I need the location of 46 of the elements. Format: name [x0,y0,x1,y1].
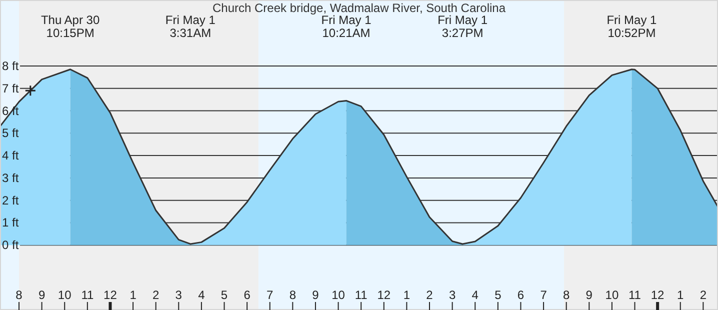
x-tick-label: 10 [58,288,72,302]
y-tick-label: 3 ft [2,170,20,185]
x-tick-label: 2 [152,288,160,302]
x-tick-label: 11 [81,288,94,302]
x-tick-label: 2 [426,288,434,302]
annotation: Fri May 1 10:52PM [606,13,658,40]
annotation: Fri May 1 3:31AM [165,13,216,40]
x-tick-label: 7 [540,288,548,302]
x-tick-label: 11 [628,288,642,302]
x-tick-label: 4 [472,288,479,302]
x-tick-label: 10 [605,288,619,302]
x-tick-label: 5 [494,288,502,302]
y-tick-label: 0 ft [2,238,20,252]
x-tick-label: 6 [517,288,524,302]
y-tick-label: 8 ft [2,59,20,74]
x-tick-label: 12 [104,288,118,302]
x-tick-label: 12 [377,288,391,302]
x-tick-label: 8 [289,288,296,302]
x-tick-label: 1 [130,288,137,302]
x-tick-label: 1 [403,288,410,302]
x-tick-label: 8 [563,288,570,302]
x-tick-label: 7 [266,288,274,302]
x-tick-label: 6 [244,288,251,302]
x-tick-label: 8 [16,288,23,302]
x-tick-label: 10 [332,288,346,302]
x-tick-label: 9 [586,288,593,302]
annotation: Fri May 1 3:27PM [438,13,488,40]
x-tick-label: 11 [354,288,368,302]
x-tick-label: 3 [175,288,182,302]
x-tick-label: 9 [38,288,46,302]
annotation: Fri May 1 10:21AM [321,13,372,40]
chart-title: Church Creek bridge, Wadmalaw River, South Carolina [212,1,506,15]
x-tick-label: 12 [650,288,665,302]
annotation: Thu Apr 30 10:15PM [40,13,100,40]
y-tick-label: 4 ft [2,148,20,163]
y-tick-label: 1 ft [2,216,20,230]
y-tick-label: 2 ft [2,193,20,208]
x-tick-label: 1 [677,288,684,302]
x-tick-label: 5 [220,288,228,302]
y-tick-label: 5 ft [2,126,20,140]
x-tick-label: 3 [448,288,456,302]
x-tick-label: 9 [312,288,320,302]
x-tick-label: 2 [700,288,707,302]
x-tick-label: 4 [198,288,206,302]
y-tick-label: 6 ft [2,104,20,118]
y-tick-label: 7 ft [2,81,20,96]
